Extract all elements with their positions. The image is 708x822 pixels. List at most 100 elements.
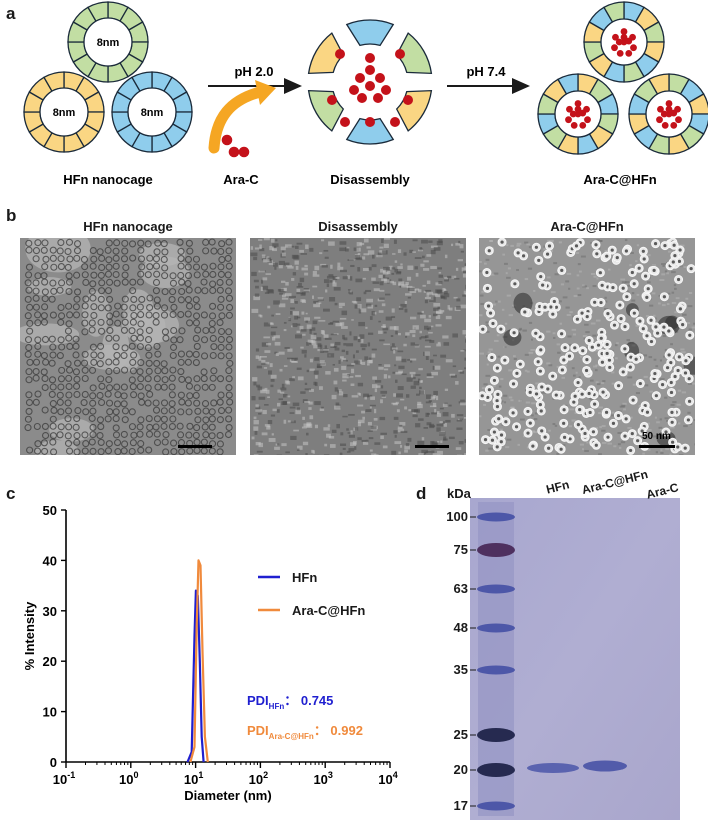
marker-label: 100 [446, 509, 468, 524]
marker-label: 75 [453, 542, 468, 557]
y-tick-label: 10 [43, 705, 57, 720]
tem-image-product: 50 nm [479, 238, 695, 455]
encapsulated-drug [620, 28, 628, 35]
ladder-band [477, 763, 515, 777]
hfn-nanocage-illustration: 8nm 8nm 8nm [23, 1, 193, 153]
encapsulated-drug [625, 50, 633, 57]
cage-cavity [83, 17, 133, 67]
free-drug [335, 49, 345, 59]
y-tick-label: 20 [43, 654, 57, 669]
encapsulated-drug [579, 122, 587, 129]
caption-drug: Ara-C [223, 172, 259, 187]
x-tick-label: 103 [313, 770, 332, 787]
encapsulated-drug [675, 116, 682, 124]
encapsulated-drug [630, 44, 637, 52]
encapsulated-drug [657, 105, 664, 113]
tem-image-nanocage [20, 238, 236, 455]
series-line-ara-c-hfn [189, 559, 209, 763]
encapsulated-drug [574, 105, 582, 113]
encapsulated-drug [661, 122, 669, 129]
encapsulated-drug [670, 109, 678, 117]
y-tick-label: 0 [50, 755, 57, 770]
encapsulated-drug [611, 44, 618, 52]
scale-bar [415, 445, 449, 448]
tem-title-product: Ara-C@HFn [550, 219, 624, 234]
kda-label: kDa [447, 486, 471, 501]
lane-label-ara-c-hfn: Ara-C@HFn [580, 467, 650, 497]
ladder-band [477, 665, 515, 675]
free-drug [365, 117, 375, 127]
cage-size-label: 8nm [97, 37, 120, 49]
protein-ladder-lane [477, 502, 515, 816]
free-drug [365, 53, 375, 63]
cage-size-label: 8nm [141, 107, 164, 119]
encapsulated-drug [584, 116, 591, 124]
free-drug [365, 65, 375, 75]
ladder-band [477, 801, 515, 811]
caption-product: Ara-C@HFn [583, 172, 656, 187]
encapsulated-drug [579, 109, 587, 117]
marker-label: 63 [453, 581, 468, 596]
free-drug [357, 93, 367, 103]
band-ara-c-hfn [583, 760, 627, 772]
panel-label-c: c [6, 484, 16, 503]
encapsulated-drug [660, 110, 668, 118]
caption-nanocage: HFn nanocage [63, 172, 153, 187]
ladder-band [477, 623, 515, 633]
encapsulated-drug [665, 100, 673, 107]
marker-label: 25 [453, 727, 468, 742]
cage-fragment [307, 89, 345, 132]
legend-label: Ara-C@HFn [292, 603, 365, 618]
scale-bar-label: 50 nm [642, 431, 671, 442]
x-tick-label: 10-1 [53, 770, 75, 787]
encapsulated-drug [565, 116, 572, 124]
free-drug [390, 117, 400, 127]
x-tick-label: 101 [184, 770, 203, 787]
encapsulated-drug [616, 50, 624, 57]
encapsulated-drug [656, 116, 663, 124]
disassembly-illustration [307, 19, 433, 145]
caption-disassembly: Disassembly [330, 172, 410, 187]
encapsulated-drug [566, 105, 573, 113]
ph2-label: pH 2.0 [234, 64, 273, 79]
ara-c-hfn-illustration [537, 1, 708, 155]
tem-image-disassembly [250, 238, 466, 455]
encapsulated-drug [574, 100, 582, 107]
tem-title-nanocage: HFn nanocage [83, 219, 173, 234]
free-drug [355, 73, 365, 83]
free-drug [375, 73, 385, 83]
drug-molecule [221, 134, 233, 146]
encapsulated-drug [570, 122, 578, 129]
ladder-band [477, 584, 515, 594]
encapsulated-drug [569, 110, 577, 118]
free-drug [327, 95, 337, 105]
x-tick-label: 104 [378, 770, 397, 787]
cage-fragment [307, 32, 345, 75]
ladder-band [477, 728, 515, 742]
drug-molecule [238, 146, 250, 158]
y-tick-label: 30 [43, 604, 57, 619]
cage-cavity [127, 87, 177, 137]
marker-label: 35 [453, 662, 468, 677]
encapsulated-drug [625, 37, 633, 45]
panel-label-b: b [6, 206, 17, 225]
pdi-annotation: PDIAra-C@HFn： 0.992 [247, 723, 363, 741]
ladder-band [477, 543, 515, 557]
free-drug [395, 49, 405, 59]
legend-label: HFn [292, 570, 317, 585]
panel-label-a: a [6, 4, 16, 23]
encapsulated-drug [615, 38, 623, 46]
x-tick-label: 100 [119, 770, 138, 787]
marker-label: 20 [453, 762, 468, 777]
free-drug [381, 85, 391, 95]
schematic-figure: 8nm 8nm 8nm pH 2.0 pH 7.4 HFn nanocage Ara… [23, 1, 708, 187]
ladder-band [477, 512, 515, 522]
scale-bar [639, 445, 675, 448]
cage-cavity [39, 87, 89, 137]
drug-molecule [228, 146, 240, 158]
dls-size-chart: 0 10 20 30 40 50 10-1 100 101 102 103 104 Diameter (… [22, 503, 398, 803]
drug-loading-arrowhead [255, 80, 276, 105]
free-drug [365, 81, 375, 91]
y-tick-label: 50 [43, 503, 57, 518]
sds-page-gel [470, 498, 680, 820]
